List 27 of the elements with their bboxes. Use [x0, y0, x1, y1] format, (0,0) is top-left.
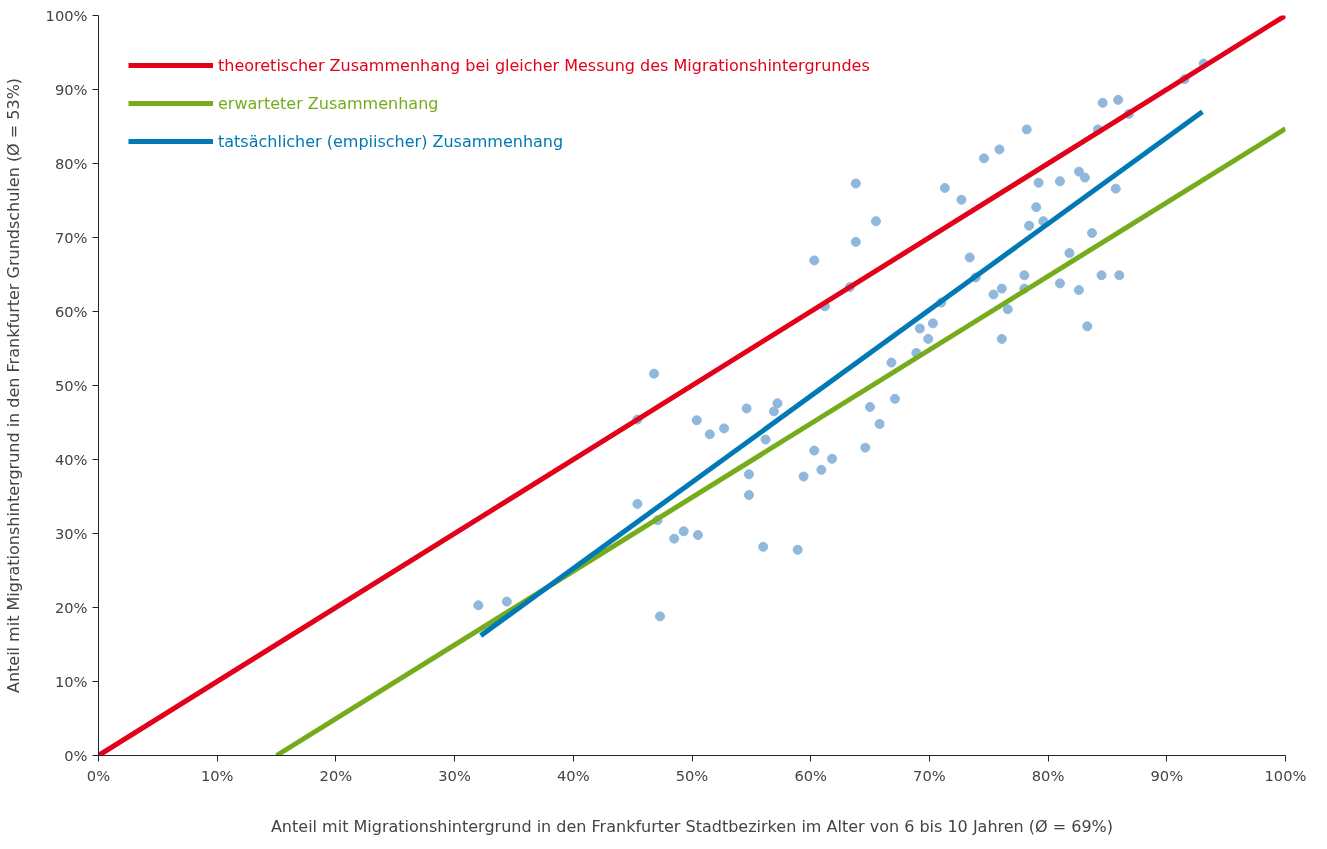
x-axis-title: Anteil mit Migrationshintergrund in den Frankfurter Stadtbezirken im Alter von 6 bis 10 Jahren (Ø = 69%)	[270, 816, 1114, 836]
x-tick-label: 60%	[794, 766, 828, 784]
y-tick-label: 50%	[54, 377, 88, 394]
x-tick-label: 70%	[913, 766, 946, 784]
x-tick-label: 20%	[319, 766, 353, 784]
x-tick-label: 100%	[1264, 766, 1307, 784]
y-tick-label: 10%	[54, 673, 88, 690]
y-tick-label: 60%	[54, 303, 88, 320]
x-tick-label: 0%	[86, 766, 111, 784]
y-tick-label: 80%	[54, 155, 88, 172]
x-tick-label: 50%	[675, 766, 709, 784]
text: erwarteter Zusammenhang	[218, 93, 439, 113]
y-tick-label: 20%	[54, 599, 88, 616]
x-tick-label: 90%	[1150, 766, 1184, 784]
y-tick-label: 40%	[54, 451, 88, 468]
text: theoretischer Zusammenhang bei gleicher Messung des Migrationshintergrundes	[218, 55, 870, 75]
x-tick-label: 10%	[200, 766, 234, 784]
y-tick-label: 0%	[64, 747, 88, 764]
text: tatsächlicher (empiischer) Zusammenhang	[218, 131, 564, 151]
y-tick-label: 90%	[54, 81, 88, 98]
y-tick-label: 100%	[45, 7, 88, 24]
y-tick-label: 30%	[54, 525, 88, 542]
y-tick-label: 70%	[54, 229, 88, 246]
x-tick-label: 80%	[1031, 766, 1065, 784]
x-tick-label: 30%	[438, 766, 471, 784]
x-tick-label: 40%	[557, 766, 590, 784]
y-axis-title: Anteil mit Migrationshintergrund in den Frankfurter Grundschulen (Ø = 53%)	[3, 77, 23, 694]
